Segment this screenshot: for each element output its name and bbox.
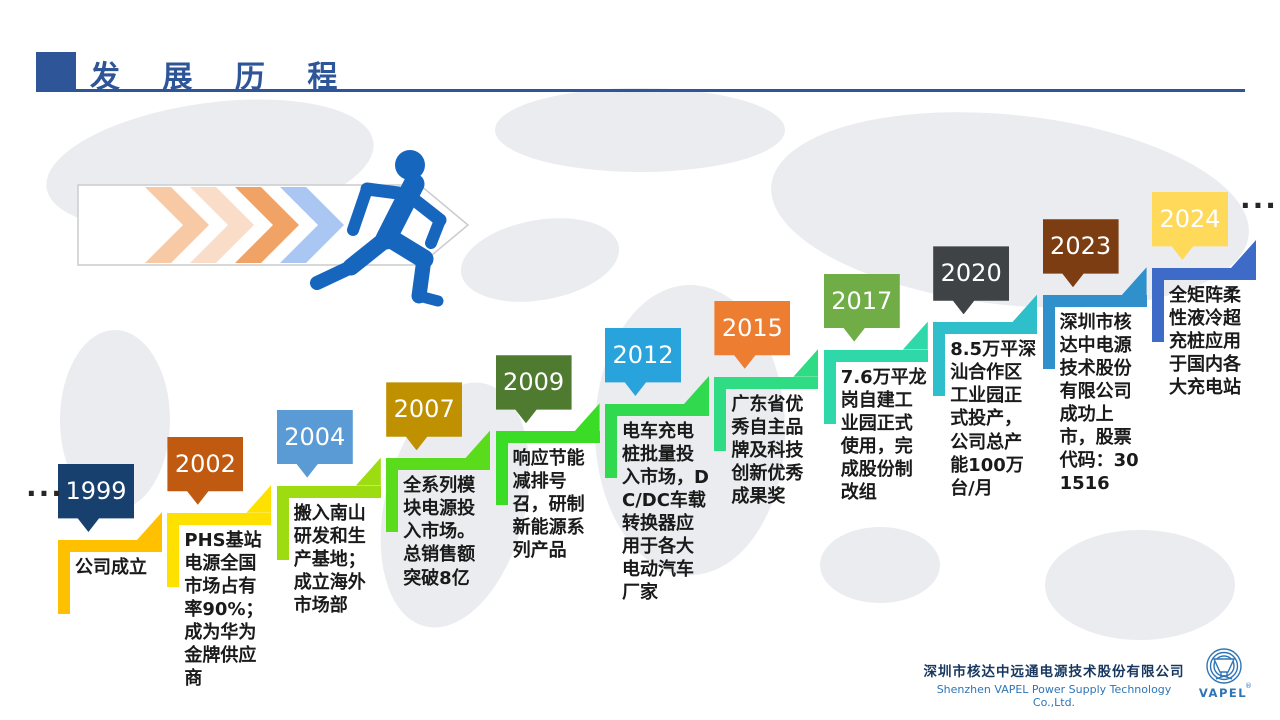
milestone-description: 全系列模块电源投入市场。总销售额突破8亿: [403, 475, 476, 589]
year-flag: 2020: [933, 246, 1010, 315]
milestone-description: PHS基站电源全国市场占有率90%；成为华为金牌供应商: [184, 529, 264, 689]
milestone-description: 公司成立: [75, 557, 147, 578]
footer-company-block: 深圳市核达中远通电源技术股份有限公司 Shenzhen VAPEL Power …: [918, 660, 1190, 709]
step-ramp-triangle: [902, 321, 928, 350]
step-ramp-triangle: [1012, 294, 1038, 323]
milestone-description: 搬入南山研发和生产基地；成立海外市场部: [293, 502, 366, 616]
timeline-ellipsis-end: ...: [1240, 182, 1278, 215]
step-bar-vertical: [714, 376, 727, 451]
year-label: 2015: [721, 313, 783, 342]
year-label: 1999: [65, 477, 127, 505]
title-underline: [62, 89, 1245, 92]
milestone-description: 深圳市核达中电源技术股份有限公司成功上市，股票代码：301516: [1059, 312, 1139, 495]
year-label: 2023: [1050, 232, 1112, 261]
year-flag: 2009: [495, 355, 572, 424]
year-label: 2007: [393, 395, 455, 424]
step-bar-horizontal: [386, 458, 491, 471]
milestone-description: 全矩阵柔性液冷超充桩应用于国内各大充电站: [1169, 285, 1241, 399]
progress-banner: [77, 150, 470, 307]
step-bar-vertical: [167, 512, 180, 587]
step-ramp-triangle: [1121, 267, 1147, 296]
step-bar-horizontal: [823, 349, 928, 362]
progress-chevrons-icon: [145, 187, 344, 263]
title-accent-square: [36, 52, 76, 92]
year-flag: 2017: [823, 273, 900, 342]
step-ramp-triangle: [574, 403, 600, 432]
step-bar-vertical: [58, 540, 70, 614]
registered-mark: ®: [1245, 682, 1252, 690]
step-bar-horizontal: [933, 322, 1038, 335]
step-ramp-triangle: [137, 512, 162, 540]
step-bar-horizontal: [58, 540, 162, 552]
year-flag: 2004: [276, 409, 353, 478]
step-ramp-triangle: [793, 348, 819, 377]
timeline-ellipsis-start: ...: [26, 470, 64, 503]
year-label: 2020: [940, 259, 1002, 288]
company-name-cn: 深圳市核达中远通电源技术股份有限公司: [923, 664, 1185, 680]
step-ramp-triangle: [355, 457, 381, 486]
year-flag: 1999: [58, 464, 134, 532]
milestone-description: 电车充电桩批量投入市场，DC/DC车载转换器应用于各大电动汽车厂家: [622, 421, 709, 604]
step-ramp-triangle: [465, 430, 491, 459]
company-name-en: Shenzhen VAPEL Power Supply Technology C…: [936, 683, 1172, 709]
step-bar-vertical: [605, 404, 617, 478]
step-bar-vertical: [1152, 268, 1164, 342]
year-label: 2004: [284, 422, 346, 451]
step-bar-vertical: [933, 322, 946, 397]
step-bar-vertical: [276, 485, 289, 560]
step-bar-horizontal: [495, 431, 600, 444]
step-bar-horizontal: [1042, 295, 1147, 308]
year-flag: 2015: [714, 300, 791, 369]
year-flag: 2024: [1152, 192, 1228, 260]
step-bar-vertical: [386, 458, 399, 533]
year-label: 2017: [831, 286, 893, 315]
step-ramp-triangle: [684, 376, 709, 404]
year-label: 2002: [174, 449, 236, 478]
step-bar-vertical: [823, 349, 836, 424]
milestone-description: 响应节能减排号召，研制新能源系列产品: [512, 448, 585, 562]
milestone-description: 7.6万平龙岗自建工业园正式使用，完成股份制改组: [840, 366, 927, 503]
running-man-icon: [310, 150, 447, 307]
year-flag: 2002: [167, 436, 244, 505]
vapel-logo: VAPEL ®: [1199, 648, 1252, 700]
step-ramp-triangle: [246, 484, 272, 513]
year-flag: 2007: [386, 382, 463, 451]
step-bar-horizontal: [605, 404, 709, 416]
step-bar-horizontal: [167, 512, 272, 525]
step-ramp-triangle: [1231, 240, 1256, 268]
milestone-description: 8.5万平深汕合作区工业园正式投产，公司总产能100万台/月: [950, 339, 1037, 499]
page-title: 发 展 历 程: [90, 60, 354, 95]
year-flag: 2012: [605, 328, 681, 396]
year-flag: 2023: [1042, 219, 1119, 288]
year-label: 2024: [1159, 205, 1221, 233]
step-bar-horizontal: [714, 376, 819, 389]
logo-wordmark: VAPEL: [1199, 686, 1247, 700]
year-label: 2009: [503, 368, 565, 397]
milestone-description: 广东省优秀自主品牌及科技创新优秀成果奖: [731, 393, 804, 507]
step-bar-vertical: [495, 431, 508, 506]
step-bar-horizontal: [1152, 268, 1256, 280]
year-label: 2012: [612, 341, 674, 369]
step-bar-horizontal: [276, 485, 381, 498]
step-bar-vertical: [1042, 295, 1055, 370]
